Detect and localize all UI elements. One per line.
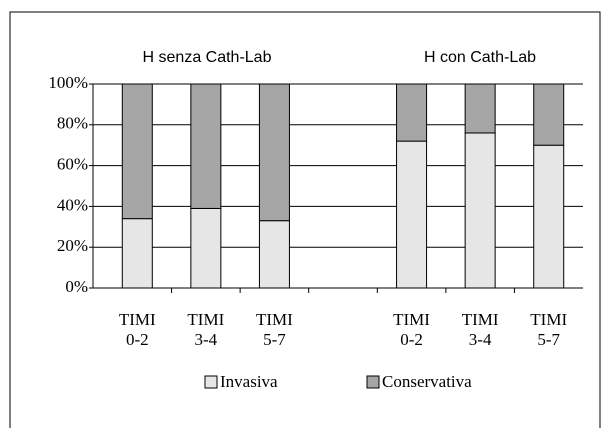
bar-segment bbox=[464, 132, 496, 289]
bar-segment bbox=[533, 83, 565, 146]
y-tick-label: 20% bbox=[57, 236, 88, 255]
bar-segment bbox=[464, 83, 496, 134]
bar-segment bbox=[258, 83, 290, 222]
x-tick-label: TIMI 3-4 bbox=[187, 310, 225, 349]
y-tick-label: 0% bbox=[65, 277, 88, 296]
bar-segment bbox=[258, 220, 290, 289]
legend-swatch bbox=[204, 375, 218, 389]
y-tick-label: 80% bbox=[57, 114, 88, 133]
x-tick-label: TIMI 5-7 bbox=[256, 310, 293, 349]
legend-label: Conservativa bbox=[382, 372, 472, 391]
y-tick-label: 60% bbox=[57, 155, 88, 174]
bar-segment bbox=[396, 83, 428, 142]
legend-swatch bbox=[366, 375, 380, 389]
y-tick-label: 40% bbox=[57, 195, 88, 214]
frame bbox=[9, 11, 601, 428]
bar-segment bbox=[533, 144, 565, 289]
bar-segment bbox=[121, 218, 153, 289]
bar-segment bbox=[190, 83, 222, 209]
x-tick-label: TIMI 3-4 bbox=[461, 310, 499, 349]
bar-segment bbox=[396, 140, 428, 289]
x-tick-label: TIMI 0-2 bbox=[393, 310, 430, 349]
x-tick-label: TIMI 5-7 bbox=[530, 310, 568, 349]
legend-label: Invasiva bbox=[220, 372, 278, 391]
bar-segment bbox=[190, 207, 222, 289]
bar-segment bbox=[121, 83, 153, 220]
group-annotation: H senza Cath-Lab bbox=[143, 49, 272, 66]
x-tick-label: TIMI 0-2 bbox=[118, 310, 156, 349]
group-annotation: H con Cath-Lab bbox=[424, 49, 536, 66]
y-tick-label: 100% bbox=[48, 73, 88, 92]
